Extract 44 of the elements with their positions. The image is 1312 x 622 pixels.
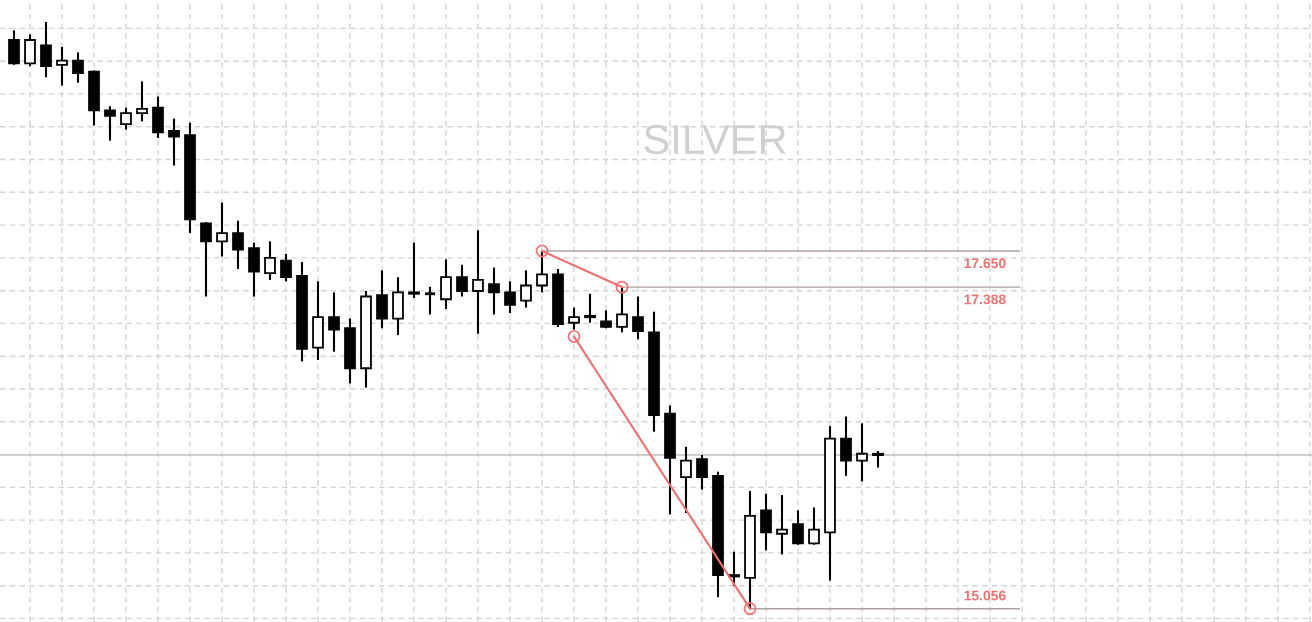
candlestick (408, 241, 420, 299)
candlestick (168, 117, 180, 167)
candlestick (504, 280, 516, 315)
candlestick (520, 269, 532, 309)
point (615, 280, 629, 294)
candlestick (200, 221, 212, 298)
candlestick (56, 45, 68, 87)
candlestick (423, 285, 437, 316)
candlestick (632, 295, 644, 341)
candlestick (136, 80, 148, 123)
candlestick (40, 21, 52, 79)
point (743, 602, 757, 616)
candlestick (440, 258, 452, 310)
ref-line-label: 15.056 (964, 590, 1006, 601)
candlestick (760, 492, 772, 552)
candlestick (856, 422, 868, 483)
candlestick (248, 241, 260, 298)
candlestick (120, 106, 132, 131)
ref-line-label: 17.650 (964, 258, 1006, 269)
candlestick (808, 506, 820, 546)
candlestick (328, 291, 340, 353)
candlestick (488, 266, 500, 316)
candlestick (840, 415, 852, 477)
candlestick (568, 306, 580, 331)
candlestick (376, 269, 388, 330)
candlestick (776, 494, 788, 556)
candlestick (280, 252, 292, 283)
candlestick (680, 445, 692, 515)
candlestick (728, 550, 740, 588)
point (535, 244, 549, 258)
candlestick (456, 263, 468, 298)
candlestick (104, 105, 116, 142)
ref-line-label: 17.388 (964, 294, 1006, 305)
candlestick (264, 240, 276, 282)
candlestick (72, 51, 84, 84)
candlestick (232, 219, 244, 270)
candlestick (24, 33, 36, 68)
candlestick (584, 292, 596, 324)
candlestick (472, 229, 484, 335)
candlestick (792, 509, 804, 546)
candlestick (696, 454, 708, 491)
candlestick (216, 201, 228, 258)
point (567, 330, 581, 343)
candlestick (8, 29, 20, 66)
